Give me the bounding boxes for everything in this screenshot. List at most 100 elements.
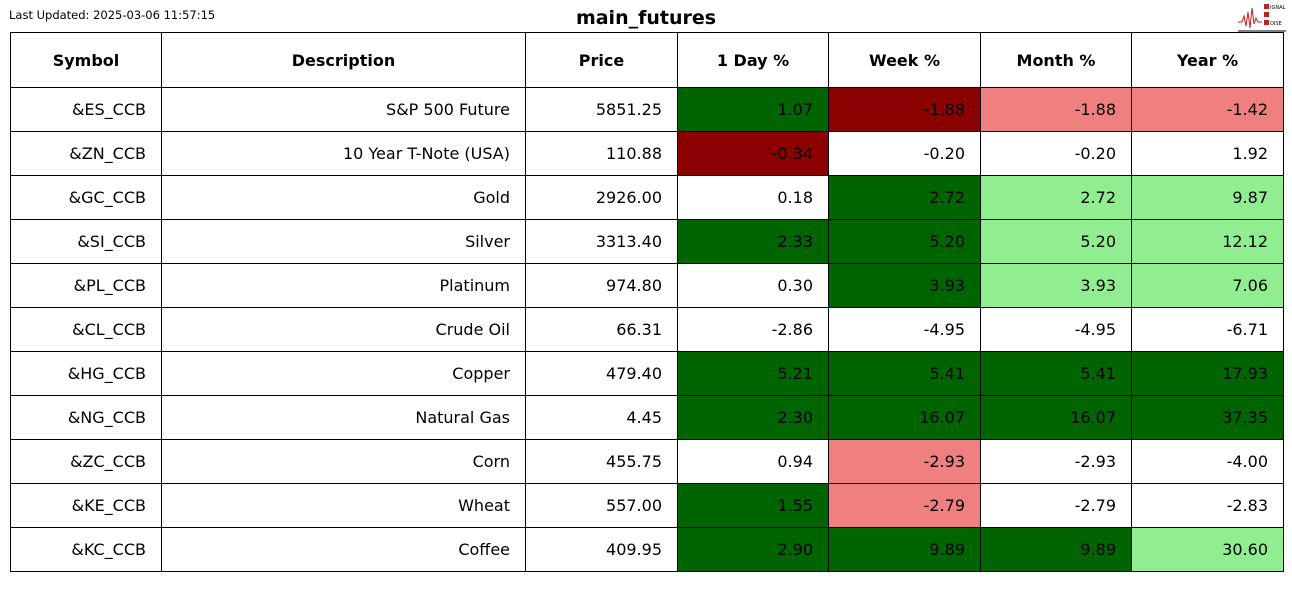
price-cell: 5851.25 (525, 87, 678, 132)
description-cell: Platinum (161, 263, 526, 308)
price-cell: 409.95 (525, 527, 678, 572)
day-pct-cell: 2.33 (677, 219, 829, 264)
table-row: &SI_CCB Silver 3313.40 2.33 5.20 5.20 12.12 (10, 219, 1284, 264)
symbol-cell: &HG_CCB (10, 351, 162, 396)
year-pct-cell: 9.87 (1131, 175, 1284, 220)
column-header: 1 Day % (677, 32, 829, 88)
description-cell: Corn (161, 439, 526, 484)
month-pct-cell: 2.72 (980, 175, 1132, 220)
week-pct-cell: -2.93 (828, 439, 981, 484)
week-pct-cell: 5.41 (828, 351, 981, 396)
column-header: Symbol (10, 32, 162, 88)
column-header: Year % (1131, 32, 1284, 88)
day-pct-cell: 0.94 (677, 439, 829, 484)
table-row: &CL_CCB Crude Oil 66.31 -2.86 -4.95 -4.95 -6.7… (10, 307, 1284, 352)
column-header: Price (525, 32, 678, 88)
symbol-cell: &CL_CCB (10, 307, 162, 352)
column-header: Description (161, 32, 526, 88)
year-pct-cell: -2.83 (1131, 483, 1284, 528)
day-pct-cell: 2.30 (677, 395, 829, 440)
symbol-cell: &GC_CCB (10, 175, 162, 220)
header-row: Symbol Description Price 1 Day % Week % Month… (10, 32, 1284, 88)
symbol-cell: &SI_CCB (10, 219, 162, 264)
week-pct-cell: 16.07 (828, 395, 981, 440)
day-pct-cell: 1.55 (677, 483, 829, 528)
price-cell: 66.31 (525, 307, 678, 352)
week-pct-cell: -1.88 (828, 87, 981, 132)
month-pct-cell: 9.89 (980, 527, 1132, 572)
year-pct-cell: 12.12 (1131, 219, 1284, 264)
day-pct-cell: 2.90 (677, 527, 829, 572)
week-pct-cell: -0.20 (828, 131, 981, 176)
description-cell: Gold (161, 175, 526, 220)
week-pct-cell: -2.79 (828, 483, 981, 528)
table-row: &KE_CCB Wheat 557.00 1.55 -2.79 -2.79 -2.83 (10, 483, 1284, 528)
week-pct-cell: 9.89 (828, 527, 981, 572)
description-cell: Crude Oil (161, 307, 526, 352)
symbol-cell: &ZC_CCB (10, 439, 162, 484)
symbol-cell: &KE_CCB (10, 483, 162, 528)
day-pct-cell: 0.30 (677, 263, 829, 308)
year-pct-cell: 37.35 (1131, 395, 1284, 440)
week-pct-cell: -4.95 (828, 307, 981, 352)
svg-text:OISE: OISE (1270, 21, 1282, 27)
month-pct-cell: -1.88 (980, 87, 1132, 132)
day-pct-cell: -0.34 (677, 131, 829, 176)
column-header: Week % (828, 32, 981, 88)
table-row: &KC_CCB Coffee 409.95 2.90 9.89 9.89 30.60 (10, 527, 1284, 572)
month-pct-cell: -4.95 (980, 307, 1132, 352)
svg-text:IGNAL: IGNAL (1270, 5, 1286, 11)
day-pct-cell: 1.07 (677, 87, 829, 132)
year-pct-cell: 17.93 (1131, 351, 1284, 396)
price-cell: 974.80 (525, 263, 678, 308)
description-cell: Copper (161, 351, 526, 396)
table-row: &HG_CCB Copper 479.40 5.21 5.41 5.41 17.93 (10, 351, 1284, 396)
price-cell: 4.45 (525, 395, 678, 440)
price-cell: 557.00 (525, 483, 678, 528)
day-pct-cell: 5.21 (677, 351, 829, 396)
last-updated-label: Last Updated: 2025-03-06 11:57:15 (9, 8, 216, 22)
price-cell: 3313.40 (525, 219, 678, 264)
week-pct-cell: 5.20 (828, 219, 981, 264)
year-pct-cell: -4.00 (1131, 439, 1284, 484)
page-title: main_futures (575, 7, 717, 29)
year-pct-cell: -6.71 (1131, 307, 1284, 352)
month-pct-cell: 16.07 (980, 395, 1132, 440)
week-pct-cell: 2.72 (828, 175, 981, 220)
year-pct-cell: 7.06 (1131, 263, 1284, 308)
description-cell: Natural Gas (161, 395, 526, 440)
day-pct-cell: -2.86 (677, 307, 829, 352)
price-cell: 2926.00 (525, 175, 678, 220)
table-row: &ES_CCB S&P 500 Future 5851.25 1.07 -1.88 -1.… (10, 87, 1284, 132)
symbol-cell: &KC_CCB (10, 527, 162, 572)
price-cell: 110.88 (525, 131, 678, 176)
month-pct-cell: -0.20 (980, 131, 1132, 176)
price-cell: 479.40 (525, 351, 678, 396)
description-cell: 10 Year T-Note (USA) (161, 131, 526, 176)
price-cell: 455.75 (525, 439, 678, 484)
table-row: &ZC_CCB Corn 455.75 0.94 -2.93 -2.93 -4.00 (10, 439, 1284, 484)
year-pct-cell: 30.60 (1131, 527, 1284, 572)
symbol-cell: &PL_CCB (10, 263, 162, 308)
table-row: &ZN_CCB 10 Year T-Note (USA) 110.88 -0.34 -0… (10, 131, 1284, 176)
column-header: Month % (980, 32, 1132, 88)
description-cell: Coffee (161, 527, 526, 572)
month-pct-cell: -2.93 (980, 439, 1132, 484)
description-cell: Wheat (161, 483, 526, 528)
symbol-cell: &ES_CCB (10, 87, 162, 132)
month-pct-cell: 5.41 (980, 351, 1132, 396)
month-pct-cell: 3.93 (980, 263, 1132, 308)
table-row: &PL_CCB Platinum 974.80 0.30 3.93 3.93 7.06 (10, 263, 1284, 308)
symbol-cell: &ZN_CCB (10, 131, 162, 176)
month-pct-cell: -2.79 (980, 483, 1132, 528)
year-pct-cell: -1.42 (1131, 87, 1284, 132)
week-pct-cell: 3.93 (828, 263, 981, 308)
day-pct-cell: 0.18 (677, 175, 829, 220)
description-cell: Silver (161, 219, 526, 264)
symbol-cell: &NG_CCB (10, 395, 162, 440)
table-row: &GC_CCB Gold 2926.00 0.18 2.72 2.72 9.87 (10, 175, 1284, 220)
month-pct-cell: 5.20 (980, 219, 1132, 264)
futures-table: Symbol Description Price 1 Day % Week % Month… (10, 32, 1284, 572)
signal-2-noise-logo: IGNAL OISE (1238, 4, 1286, 32)
description-cell: S&P 500 Future (161, 87, 526, 132)
